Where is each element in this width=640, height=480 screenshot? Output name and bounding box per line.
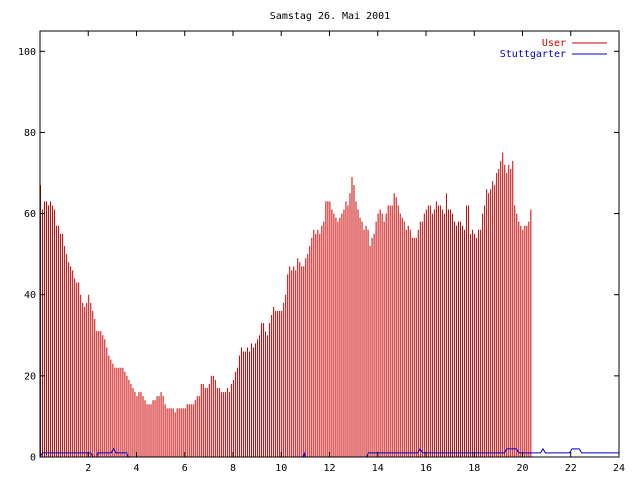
plot-border [39,30,620,458]
x-tick-label: 10 [275,463,287,474]
x-tick-label: 6 [182,463,188,474]
y-tick-label: 80 [24,128,36,139]
x-tick-label: 14 [372,463,384,474]
y-tick-label: 0 [30,453,36,464]
x-tick-label: 20 [516,463,528,474]
legend-label: User [542,38,566,49]
y-tick-label: 40 [24,290,36,301]
y-axis: 0 20 40 60 80 100 [18,47,619,464]
stuttgarter-line [39,447,619,458]
x-tick-label: 12 [323,463,335,474]
x-tick-label: 24 [613,463,625,474]
y-tick-label: 20 [24,371,36,382]
x-tick-label: 22 [565,463,577,474]
x-tick-label: 4 [133,463,139,474]
chart-title: Samstag 26. Mai 2001 [270,11,390,22]
y-tick-label: 60 [24,209,36,220]
x-tick-label: 18 [468,463,480,474]
legend-label: Stuttgarter [500,49,566,60]
x-tick-label: 16 [420,463,432,474]
plot-area [39,152,619,458]
x-tick-label: 8 [230,463,236,474]
y-tick-label: 100 [18,47,36,58]
x-tick-label: 2 [85,463,91,474]
x-axis: 2 4 6 8 10 12 14 16 18 20 22 24 [85,31,625,474]
